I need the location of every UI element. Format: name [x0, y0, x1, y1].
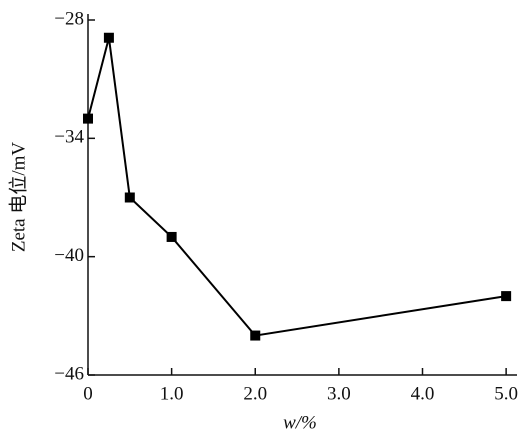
- y-axis-label: Zeta 电位/mV: [7, 142, 29, 253]
- data-point: [103, 32, 114, 43]
- x-tick-label: 5.0: [494, 383, 518, 404]
- y-tick-label: −34: [54, 127, 84, 148]
- x-tick-label: 1.0: [160, 383, 184, 404]
- data-point: [83, 113, 93, 124]
- x-axis-label: w/%: [283, 412, 317, 433]
- data-line: [87, 37, 507, 337]
- y-tick-label: −46: [54, 363, 84, 384]
- data-point: [166, 231, 177, 242]
- x-tick-label: 4.0: [411, 383, 435, 404]
- y-tick-label: −40: [54, 245, 84, 266]
- data-point: [124, 192, 135, 203]
- data-point: [501, 291, 512, 302]
- x-tick-label: 2.0: [243, 383, 267, 404]
- data-point: [250, 330, 261, 341]
- x-tick-label: 0: [83, 383, 93, 404]
- x-tick-label: 3.0: [327, 383, 351, 404]
- y-tick-label: −28: [54, 8, 84, 29]
